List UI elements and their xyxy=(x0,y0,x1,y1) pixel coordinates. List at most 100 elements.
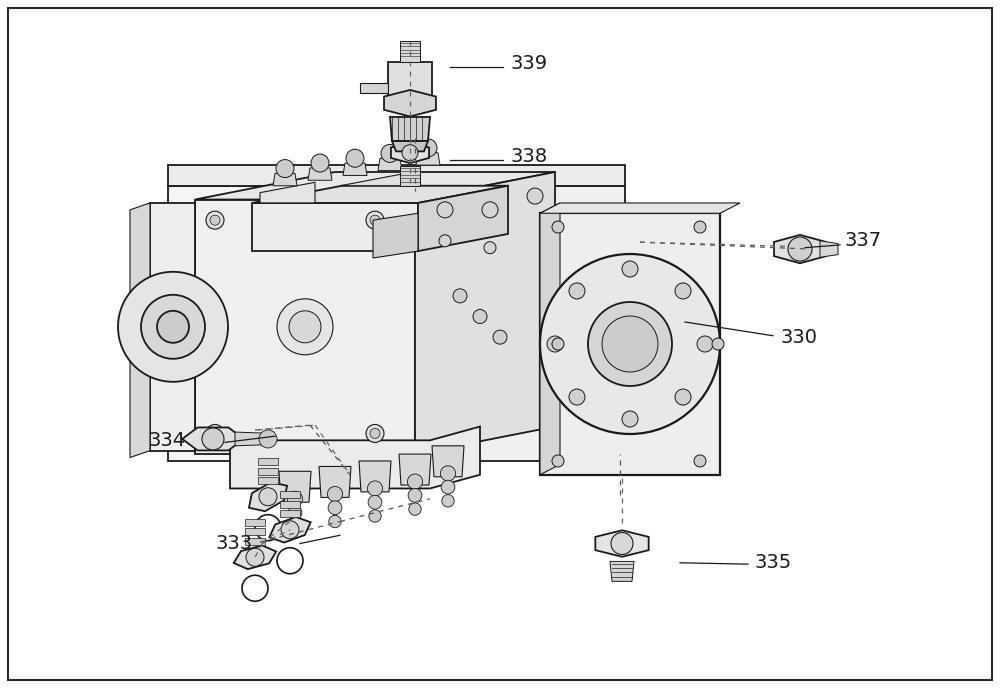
Circle shape xyxy=(453,289,467,303)
Circle shape xyxy=(484,241,496,254)
Circle shape xyxy=(368,495,382,509)
Circle shape xyxy=(281,521,299,539)
Circle shape xyxy=(276,160,294,178)
Polygon shape xyxy=(400,41,420,62)
Circle shape xyxy=(289,520,301,533)
Circle shape xyxy=(381,144,399,162)
Text: 338: 338 xyxy=(510,147,547,166)
Polygon shape xyxy=(540,203,560,475)
Circle shape xyxy=(407,474,423,489)
Circle shape xyxy=(442,495,454,507)
Polygon shape xyxy=(235,432,273,446)
Circle shape xyxy=(346,149,364,167)
Circle shape xyxy=(552,455,564,467)
Circle shape xyxy=(622,261,638,277)
Polygon shape xyxy=(820,241,838,257)
Polygon shape xyxy=(392,141,428,151)
Circle shape xyxy=(287,491,303,506)
Polygon shape xyxy=(195,200,415,454)
Circle shape xyxy=(210,215,220,225)
Polygon shape xyxy=(252,186,508,203)
Circle shape xyxy=(441,480,455,494)
Circle shape xyxy=(588,302,672,386)
Polygon shape xyxy=(416,153,440,165)
Polygon shape xyxy=(168,186,410,461)
Circle shape xyxy=(366,424,384,442)
Polygon shape xyxy=(399,454,431,485)
Circle shape xyxy=(409,503,421,515)
Polygon shape xyxy=(150,203,195,451)
Polygon shape xyxy=(273,173,297,186)
Circle shape xyxy=(552,338,564,350)
Circle shape xyxy=(328,501,342,515)
Circle shape xyxy=(118,272,228,382)
Circle shape xyxy=(547,336,563,352)
Circle shape xyxy=(329,515,341,528)
Polygon shape xyxy=(340,171,420,186)
Circle shape xyxy=(419,139,437,157)
Polygon shape xyxy=(308,168,332,180)
Circle shape xyxy=(675,283,691,299)
Polygon shape xyxy=(595,530,649,557)
Polygon shape xyxy=(384,90,436,116)
Circle shape xyxy=(440,466,456,481)
Polygon shape xyxy=(359,461,391,492)
Polygon shape xyxy=(415,172,555,454)
Text: 335: 335 xyxy=(755,553,792,572)
Polygon shape xyxy=(540,213,720,475)
Polygon shape xyxy=(432,446,464,477)
Polygon shape xyxy=(319,466,351,497)
Circle shape xyxy=(259,488,277,506)
Polygon shape xyxy=(410,186,625,461)
Polygon shape xyxy=(245,528,265,535)
Circle shape xyxy=(482,202,498,218)
Text: 330: 330 xyxy=(780,327,817,347)
Circle shape xyxy=(611,533,633,555)
Polygon shape xyxy=(249,482,287,511)
Circle shape xyxy=(408,488,422,502)
Circle shape xyxy=(694,221,706,233)
Circle shape xyxy=(311,154,329,172)
Circle shape xyxy=(157,311,189,343)
Circle shape xyxy=(540,254,720,434)
Polygon shape xyxy=(388,62,432,103)
Circle shape xyxy=(569,389,585,405)
Circle shape xyxy=(206,424,224,442)
Circle shape xyxy=(402,144,418,161)
Polygon shape xyxy=(258,468,278,475)
Circle shape xyxy=(289,311,321,343)
Circle shape xyxy=(437,202,453,218)
Polygon shape xyxy=(195,172,555,200)
Polygon shape xyxy=(280,510,300,517)
Circle shape xyxy=(369,510,381,522)
Circle shape xyxy=(246,548,264,566)
Circle shape xyxy=(141,294,205,359)
Circle shape xyxy=(552,221,564,233)
Polygon shape xyxy=(610,561,634,581)
Circle shape xyxy=(439,235,451,247)
Circle shape xyxy=(259,430,277,448)
Polygon shape xyxy=(280,491,300,498)
Polygon shape xyxy=(373,213,418,258)
Circle shape xyxy=(697,336,713,352)
Text: 339: 339 xyxy=(510,54,547,73)
Polygon shape xyxy=(230,427,480,488)
Circle shape xyxy=(675,389,691,405)
Circle shape xyxy=(527,188,543,204)
Circle shape xyxy=(493,330,507,344)
Circle shape xyxy=(712,338,724,350)
Bar xyxy=(130,151,570,516)
Polygon shape xyxy=(130,203,150,458)
Polygon shape xyxy=(378,158,402,171)
Polygon shape xyxy=(260,182,315,203)
Polygon shape xyxy=(168,165,625,186)
Circle shape xyxy=(210,429,220,438)
Polygon shape xyxy=(391,142,429,163)
Polygon shape xyxy=(252,203,418,251)
Circle shape xyxy=(370,215,380,225)
Circle shape xyxy=(370,429,380,438)
Polygon shape xyxy=(360,83,388,93)
Text: 334: 334 xyxy=(148,431,185,450)
Circle shape xyxy=(602,316,658,372)
Polygon shape xyxy=(343,163,367,175)
